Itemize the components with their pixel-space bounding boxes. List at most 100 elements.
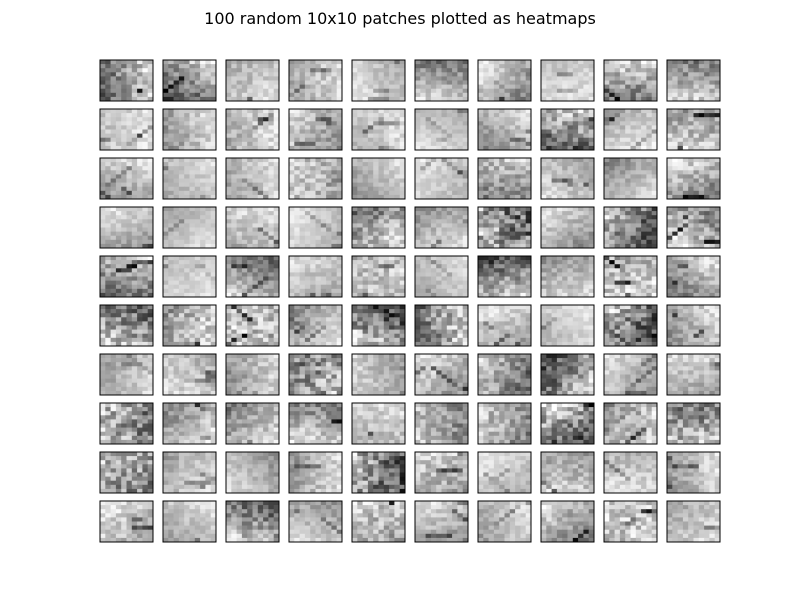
heatmap-cell xyxy=(184,121,190,126)
heatmap-cell xyxy=(357,194,363,200)
heatmap-cell xyxy=(226,113,232,118)
heatmap-cell xyxy=(336,256,343,261)
heatmap-cell xyxy=(583,60,590,65)
heatmap-cell xyxy=(105,276,111,281)
heatmap-cell xyxy=(168,190,174,196)
heatmap-cell xyxy=(362,109,369,114)
heatmap-cell xyxy=(200,235,206,241)
heatmap-cell xyxy=(646,284,653,290)
heatmap-cell xyxy=(189,235,196,241)
heatmap-cell xyxy=(452,125,458,130)
heatmap-cell xyxy=(326,243,332,249)
heatmap-cell xyxy=(126,292,133,298)
heatmap-cell xyxy=(488,84,495,90)
heatmap-cell xyxy=(436,194,442,200)
heatmap-cell xyxy=(425,76,432,81)
heatmap-cell xyxy=(110,162,117,167)
heatmap-cell xyxy=(488,276,495,281)
heatmap-cell xyxy=(231,121,237,126)
heatmap-cell xyxy=(425,125,432,130)
heatmap-cell xyxy=(383,109,390,114)
heatmap-cell xyxy=(105,235,111,241)
heatmap-cell xyxy=(142,72,149,77)
heatmap-cell xyxy=(667,162,673,167)
heatmap-cell xyxy=(425,174,432,179)
heatmap-cell xyxy=(478,211,484,216)
heatmap-cell xyxy=(682,215,689,220)
heatmap-cell xyxy=(105,64,111,69)
heatmap-cell xyxy=(483,272,489,277)
heatmap-cell xyxy=(667,243,673,249)
heatmap-cell xyxy=(499,194,505,200)
heatmap-cell xyxy=(604,84,610,90)
heatmap-cell xyxy=(651,68,658,73)
heatmap-cell xyxy=(499,280,505,286)
heatmap-cell xyxy=(583,182,590,188)
heatmap-cell xyxy=(619,68,626,73)
heatmap-cell xyxy=(693,174,700,179)
heatmap-cell xyxy=(499,60,505,65)
heatmap-cell xyxy=(641,219,647,224)
heatmap-cell xyxy=(635,235,642,241)
heatmap-cell xyxy=(326,231,332,237)
heatmap-cell xyxy=(189,272,196,277)
heatmap-cell xyxy=(173,194,180,200)
heatmap-cell xyxy=(331,145,338,151)
heatmap-cell xyxy=(315,76,322,81)
heatmap-cell xyxy=(630,231,637,237)
heatmap-cell xyxy=(115,117,122,122)
heatmap-cell xyxy=(173,243,180,249)
heatmap-cell xyxy=(184,174,190,179)
heatmap-cell xyxy=(257,235,264,241)
heatmap-cell xyxy=(231,84,237,90)
heatmap-cell xyxy=(168,272,174,277)
heatmap-cell xyxy=(488,125,495,130)
heatmap-cell xyxy=(310,137,316,143)
heatmap-cell xyxy=(672,227,678,232)
heatmap-cell xyxy=(394,166,401,171)
heatmap-cell xyxy=(457,96,464,102)
heatmap-cell xyxy=(525,141,532,147)
heatmap-cell xyxy=(551,231,558,237)
heatmap-cell xyxy=(389,186,395,192)
heatmap-cell xyxy=(588,76,595,81)
heatmap-cell xyxy=(457,227,464,232)
heatmap-cell xyxy=(263,231,269,237)
heatmap-cell xyxy=(373,145,379,151)
heatmap-cell xyxy=(509,264,516,269)
heatmap-cell xyxy=(210,182,217,188)
heatmap-cell xyxy=(147,292,154,298)
heatmap-cell xyxy=(488,145,495,151)
heatmap-cell xyxy=(441,219,448,224)
heatmap-cell xyxy=(667,109,673,114)
heatmap-cell xyxy=(326,170,332,175)
heatmap-cell xyxy=(178,284,185,290)
heatmap-cell xyxy=(336,129,343,134)
heatmap-cell xyxy=(578,109,584,114)
heatmap-cell xyxy=(110,284,117,290)
heatmap-cell xyxy=(625,260,631,265)
heatmap-cell xyxy=(488,211,495,216)
heatmap-cell xyxy=(551,170,558,175)
heatmap-cell xyxy=(320,186,327,192)
heatmap-cell xyxy=(709,88,716,94)
heatmap-cell xyxy=(488,92,495,98)
heatmap-cell xyxy=(268,166,275,171)
heatmap-cell xyxy=(441,84,448,90)
heatmap-cell xyxy=(236,219,243,224)
heatmap-cell xyxy=(478,268,484,273)
heatmap-cell xyxy=(672,211,678,216)
heatmap-cell xyxy=(567,219,574,224)
heatmap-cell xyxy=(294,60,300,65)
heatmap-cell xyxy=(263,284,269,290)
heatmap-cell xyxy=(452,88,458,94)
heatmap-cell xyxy=(320,60,327,65)
heatmap-cell xyxy=(630,129,637,134)
heatmap-cell xyxy=(226,284,232,290)
heatmap-cell xyxy=(704,121,710,126)
heatmap-cell xyxy=(362,186,369,192)
heatmap-cell xyxy=(389,88,395,94)
heatmap-cell xyxy=(173,64,180,69)
heatmap-cell xyxy=(304,235,311,241)
heatmap-cell xyxy=(173,227,180,232)
